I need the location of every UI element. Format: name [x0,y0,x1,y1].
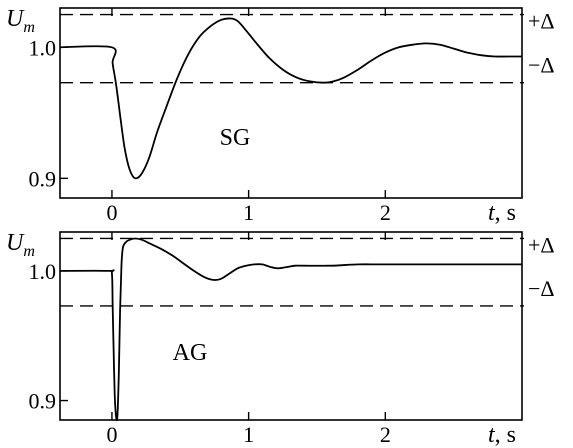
ag-y-tick-label-1.0: 1.0 [29,259,57,284]
sg-y-tick-label-1.0: 1.0 [29,35,57,60]
ag-curve-annotation: AG [173,340,208,366]
ag-lower-band-label: −Δ [528,276,555,301]
sg-plot-frame [59,7,523,199]
sg-curve-annotation: SG [220,125,251,151]
ag-upper-band-label: +Δ [528,232,555,257]
ag-x-tick-label-2: 2 [380,422,391,447]
sg-y-tick-label-0.9: 0.9 [29,166,57,191]
sg-lower-band-label: −Δ [528,53,555,78]
ag-voltage-curve [59,237,522,422]
sg-x-axis-label: t, s [488,200,516,226]
ag-x-tick-label-1: 1 [243,422,254,447]
ag-panel: Um t, s 1.0 0.9 0 1 2 +Δ −Δ AG [6,230,555,448]
sg-upper-band-label: +Δ [528,9,555,34]
sg-voltage-curve [59,17,522,180]
ag-y-tick-label-0.9: 0.9 [29,389,57,414]
ag-x-axis-label: t, s [488,422,516,448]
sg-y-axis-label: Um [6,6,35,36]
sg-x-tick-label-1: 1 [243,200,254,225]
sg-x-tick-label-2: 2 [380,200,391,225]
ag-y-axis-label: Um [6,230,35,260]
sg-panel: Um t, s 1.0 0.9 0 1 2 +Δ −Δ SG [6,6,555,226]
ag-plot-frame [59,231,523,421]
sg-x-tick-label-0: 0 [106,200,117,225]
ag-x-tick-label-0: 0 [106,422,117,447]
